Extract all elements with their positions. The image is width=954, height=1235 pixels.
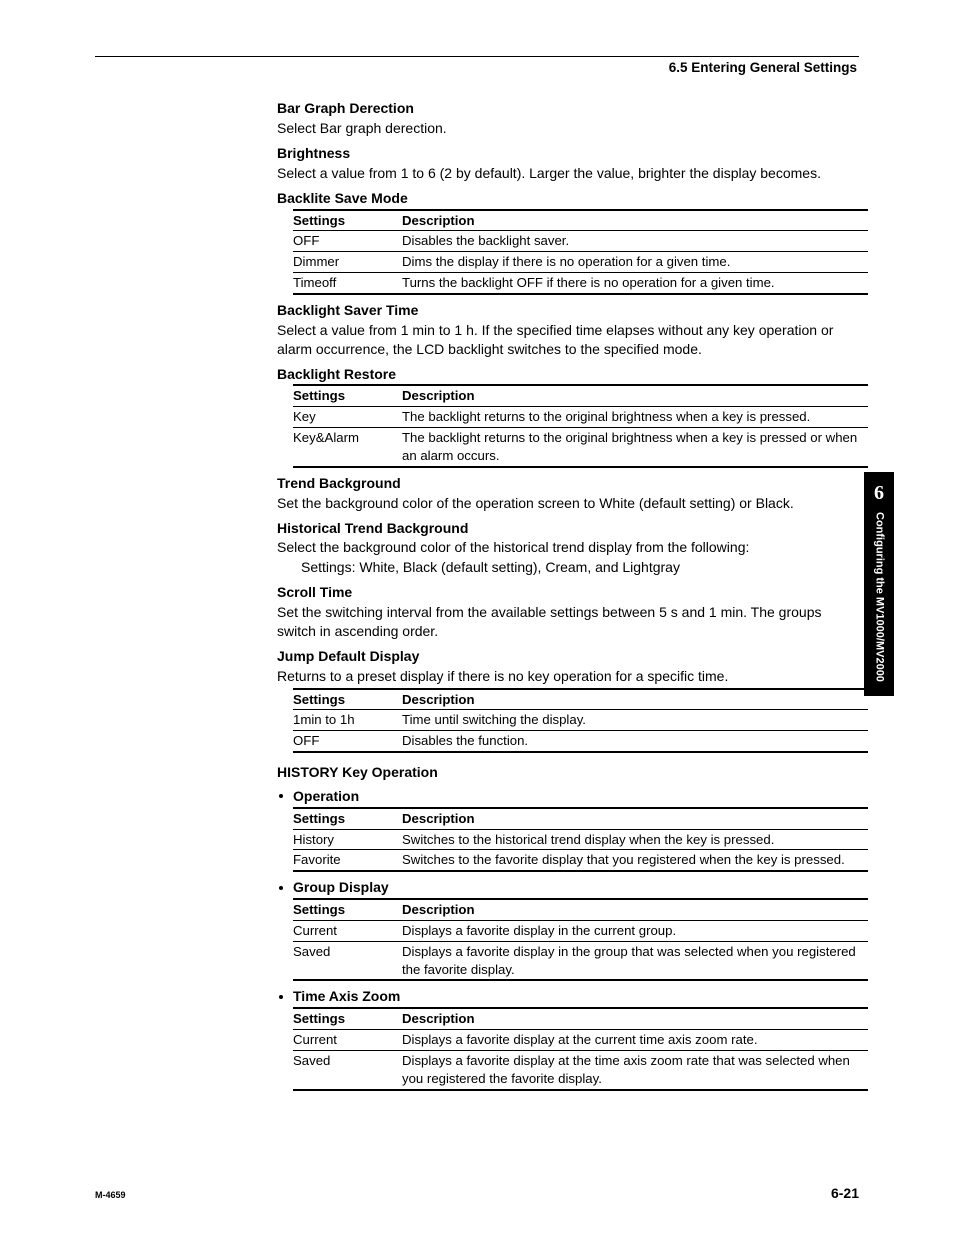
table-restore: Settings Description KeyThe backlight re…: [293, 384, 868, 467]
bullet-icon: [279, 886, 283, 890]
footer-doc-id: M-4659: [95, 1189, 126, 1201]
chapter-number: 6: [864, 480, 894, 507]
page: 6.5 Entering General Settings Bar Graph …: [0, 0, 954, 1235]
footer: M-4659 6-21: [95, 1184, 859, 1203]
body-hist-bg-2: Settings: White, Black (default setting)…: [301, 558, 859, 577]
table-row: KeyThe backlight returns to the original…: [293, 407, 868, 428]
heading-history: HISTORY Key Operation: [277, 763, 859, 782]
table-row: 1min to 1hTime until switching the displ…: [293, 710, 868, 731]
header-section-title: 6.5 Entering General Settings: [95, 59, 859, 77]
th-settings: Settings: [293, 385, 402, 406]
subheading-zoom: Time Axis Zoom: [277, 987, 859, 1006]
content: Bar Graph Derection Select Bar graph der…: [277, 99, 859, 1090]
table-operation: Settings Description HistorySwitches to …: [293, 807, 868, 872]
table-group: Settings Description CurrentDisplays a f…: [293, 898, 868, 981]
table-row: OFFDisables the backlight saver.: [293, 231, 868, 252]
heading-backlite-save: Backlite Save Mode: [277, 189, 859, 208]
th-description: Description: [402, 385, 868, 406]
bullet-icon: [279, 794, 283, 798]
body-saver-time: Select a value from 1 min to 1 h. If the…: [277, 321, 859, 359]
table-row: CurrentDisplays a favorite display in th…: [293, 921, 868, 942]
table-row: DimmerDims the display if there is no op…: [293, 252, 868, 273]
table-row: OFFDisables the function.: [293, 731, 868, 752]
table-backlite-save: Settings Description OFFDisables the bac…: [293, 209, 868, 295]
body-jump: Returns to a preset display if there is …: [277, 667, 859, 686]
table-row: Key&AlarmThe backlight returns to the or…: [293, 428, 868, 467]
heading-scroll: Scroll Time: [277, 583, 859, 602]
header-rule: [95, 56, 859, 57]
subheading-operation: Operation: [277, 787, 859, 806]
heading-saver-time: Backlight Saver Time: [277, 301, 859, 320]
table-zoom: Settings Description CurrentDisplays a f…: [293, 1007, 868, 1090]
table-row: TimeoffTurns the backlight OFF if there …: [293, 273, 868, 294]
table-row: SavedDisplays a favorite display in the …: [293, 941, 868, 980]
body-scroll: Set the switching interval from the avai…: [277, 603, 859, 641]
th-description: Description: [402, 689, 868, 710]
subheading-label: Group Display: [293, 878, 389, 897]
th-description: Description: [402, 210, 868, 231]
subheading-group: Group Display: [277, 878, 859, 897]
subheading-label: Time Axis Zoom: [293, 987, 400, 1006]
table-jump: Settings Description 1min to 1hTime unti…: [293, 688, 868, 753]
bullet-icon: [279, 995, 283, 999]
table-row: FavoriteSwitches to the favorite display…: [293, 850, 868, 871]
th-description: Description: [402, 899, 868, 920]
body-bargraph: Select Bar graph derection.: [277, 119, 859, 138]
table-row: SavedDisplays a favorite display at the …: [293, 1050, 868, 1089]
th-description: Description: [402, 1008, 868, 1029]
chapter-text: Configuring the MV1000/MV2000: [872, 512, 887, 682]
heading-hist-bg: Historical Trend Background: [277, 519, 859, 538]
th-settings: Settings: [293, 210, 402, 231]
footer-page-number: 6-21: [831, 1184, 859, 1203]
subheading-label: Operation: [293, 787, 359, 806]
th-settings: Settings: [293, 808, 402, 829]
body-hist-bg-1: Select the background color of the histo…: [277, 538, 859, 557]
body-brightness: Select a value from 1 to 6 (2 by default…: [277, 164, 859, 183]
table-row: CurrentDisplays a favorite display at th…: [293, 1030, 868, 1051]
heading-jump: Jump Default Display: [277, 647, 859, 666]
th-description: Description: [402, 808, 868, 829]
th-settings: Settings: [293, 689, 402, 710]
heading-restore: Backlight Restore: [277, 365, 859, 384]
heading-brightness: Brightness: [277, 144, 859, 163]
heading-trend-bg: Trend Background: [277, 474, 859, 493]
heading-bargraph: Bar Graph Derection: [277, 99, 859, 118]
th-settings: Settings: [293, 899, 402, 920]
chapter-tab: 6 Configuring the MV1000/MV2000: [864, 472, 894, 696]
th-settings: Settings: [293, 1008, 402, 1029]
body-trend-bg: Set the background color of the operatio…: [277, 494, 859, 513]
table-row: HistorySwitches to the historical trend …: [293, 829, 868, 850]
